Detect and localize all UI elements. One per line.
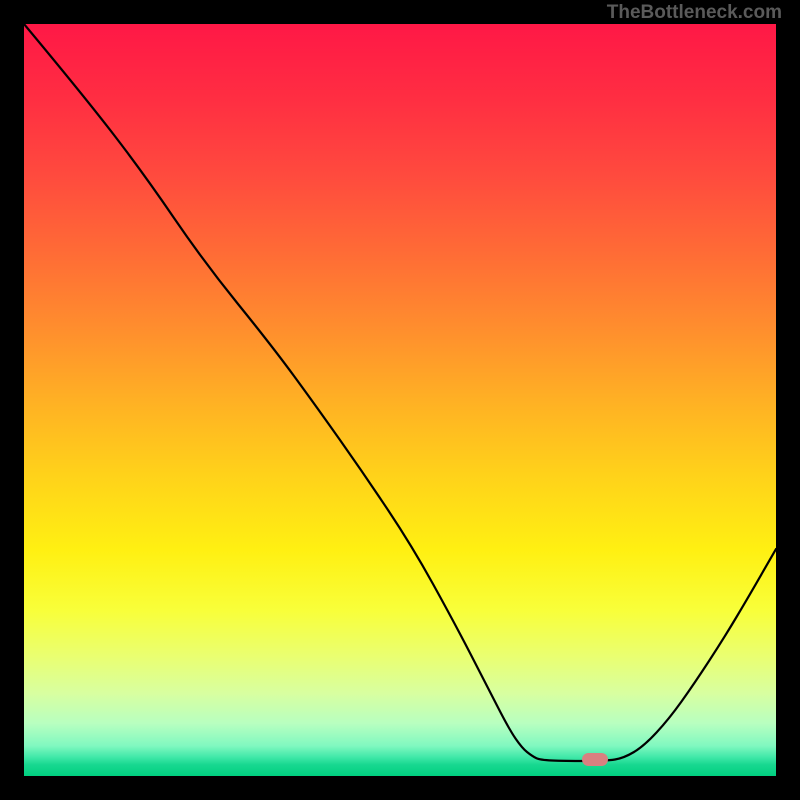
bottleneck-chart: TheBottleneck.com — [0, 0, 800, 800]
watermark-text: TheBottleneck.com — [607, 2, 782, 24]
plot-area — [24, 24, 776, 776]
optimal-marker — [582, 753, 608, 766]
bottleneck-curve — [24, 24, 776, 776]
